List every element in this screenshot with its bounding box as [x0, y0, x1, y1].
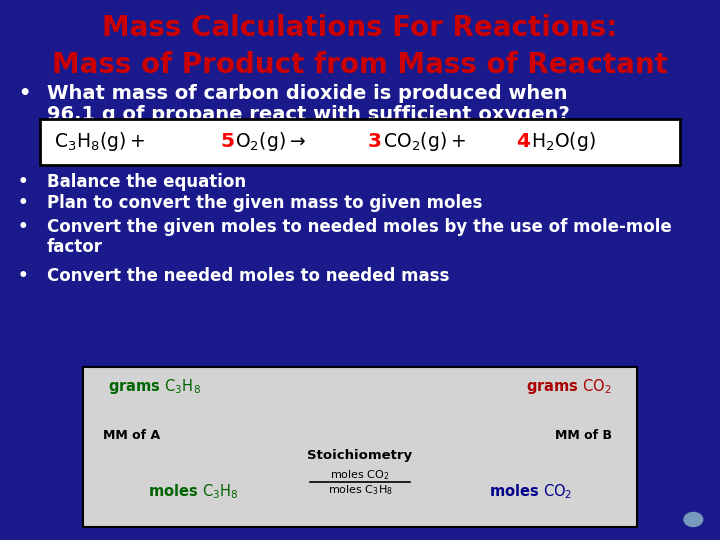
Text: Balance the equation: Balance the equation — [47, 173, 246, 191]
Text: $\mathrm{CO_2(g)+}$: $\mathrm{CO_2(g)+}$ — [383, 130, 466, 153]
Text: Plan to convert the given mass to given moles: Plan to convert the given mass to given … — [47, 194, 482, 212]
Text: •: • — [18, 84, 30, 103]
Text: What mass of carbon dioxide is produced when: What mass of carbon dioxide is produced … — [47, 84, 567, 103]
Text: •: • — [18, 173, 29, 191]
Text: •: • — [18, 194, 29, 212]
Bar — [83, 367, 637, 526]
Text: •: • — [18, 218, 29, 235]
Text: Convert the given moles to needed moles by the use of mole-mole
factor: Convert the given moles to needed moles … — [47, 218, 672, 256]
Text: $\mathbf{3}$: $\mathbf{3}$ — [367, 132, 382, 151]
Text: Mass Calculations For Reactions:: Mass Calculations For Reactions: — [102, 14, 618, 42]
Text: MM of B: MM of B — [555, 429, 612, 442]
Text: moles $\mathrm{C_3H_8}$: moles $\mathrm{C_3H_8}$ — [148, 482, 238, 501]
Text: moles $\mathrm{CO_2}$: moles $\mathrm{CO_2}$ — [489, 482, 572, 501]
Text: grams $\mathrm{C_3H_8}$: grams $\mathrm{C_3H_8}$ — [108, 377, 201, 396]
Text: grams $\mathrm{CO_2}$: grams $\mathrm{CO_2}$ — [526, 377, 612, 396]
Text: •: • — [18, 267, 29, 285]
Text: $\mathrm{O_2(g)\rightarrow}$: $\mathrm{O_2(g)\rightarrow}$ — [235, 130, 306, 153]
Bar — [40, 119, 680, 165]
Text: moles $\mathrm{C_3H_8}$: moles $\mathrm{C_3H_8}$ — [328, 483, 392, 497]
Text: moles $\mathrm{CO_2}$: moles $\mathrm{CO_2}$ — [330, 468, 390, 482]
Text: Mass of Product from Mass of Reactant: Mass of Product from Mass of Reactant — [52, 51, 668, 79]
Text: $\mathrm{C_3H_8(g)+}$: $\mathrm{C_3H_8(g)+}$ — [54, 130, 145, 153]
Text: 96.1 g of propane react with sufficient oxygen?: 96.1 g of propane react with sufficient … — [47, 105, 570, 124]
Text: Convert the needed moles to needed mass: Convert the needed moles to needed mass — [47, 267, 449, 285]
Text: $\mathbf{4}$: $\mathbf{4}$ — [516, 132, 531, 151]
Text: Stoichiometry: Stoichiometry — [307, 449, 413, 462]
Circle shape — [684, 512, 703, 526]
Text: $\mathbf{5}$: $\mathbf{5}$ — [220, 132, 234, 151]
Text: $\mathrm{H_2O(g)}$: $\mathrm{H_2O(g)}$ — [531, 130, 595, 153]
Text: MM of A: MM of A — [103, 429, 160, 442]
